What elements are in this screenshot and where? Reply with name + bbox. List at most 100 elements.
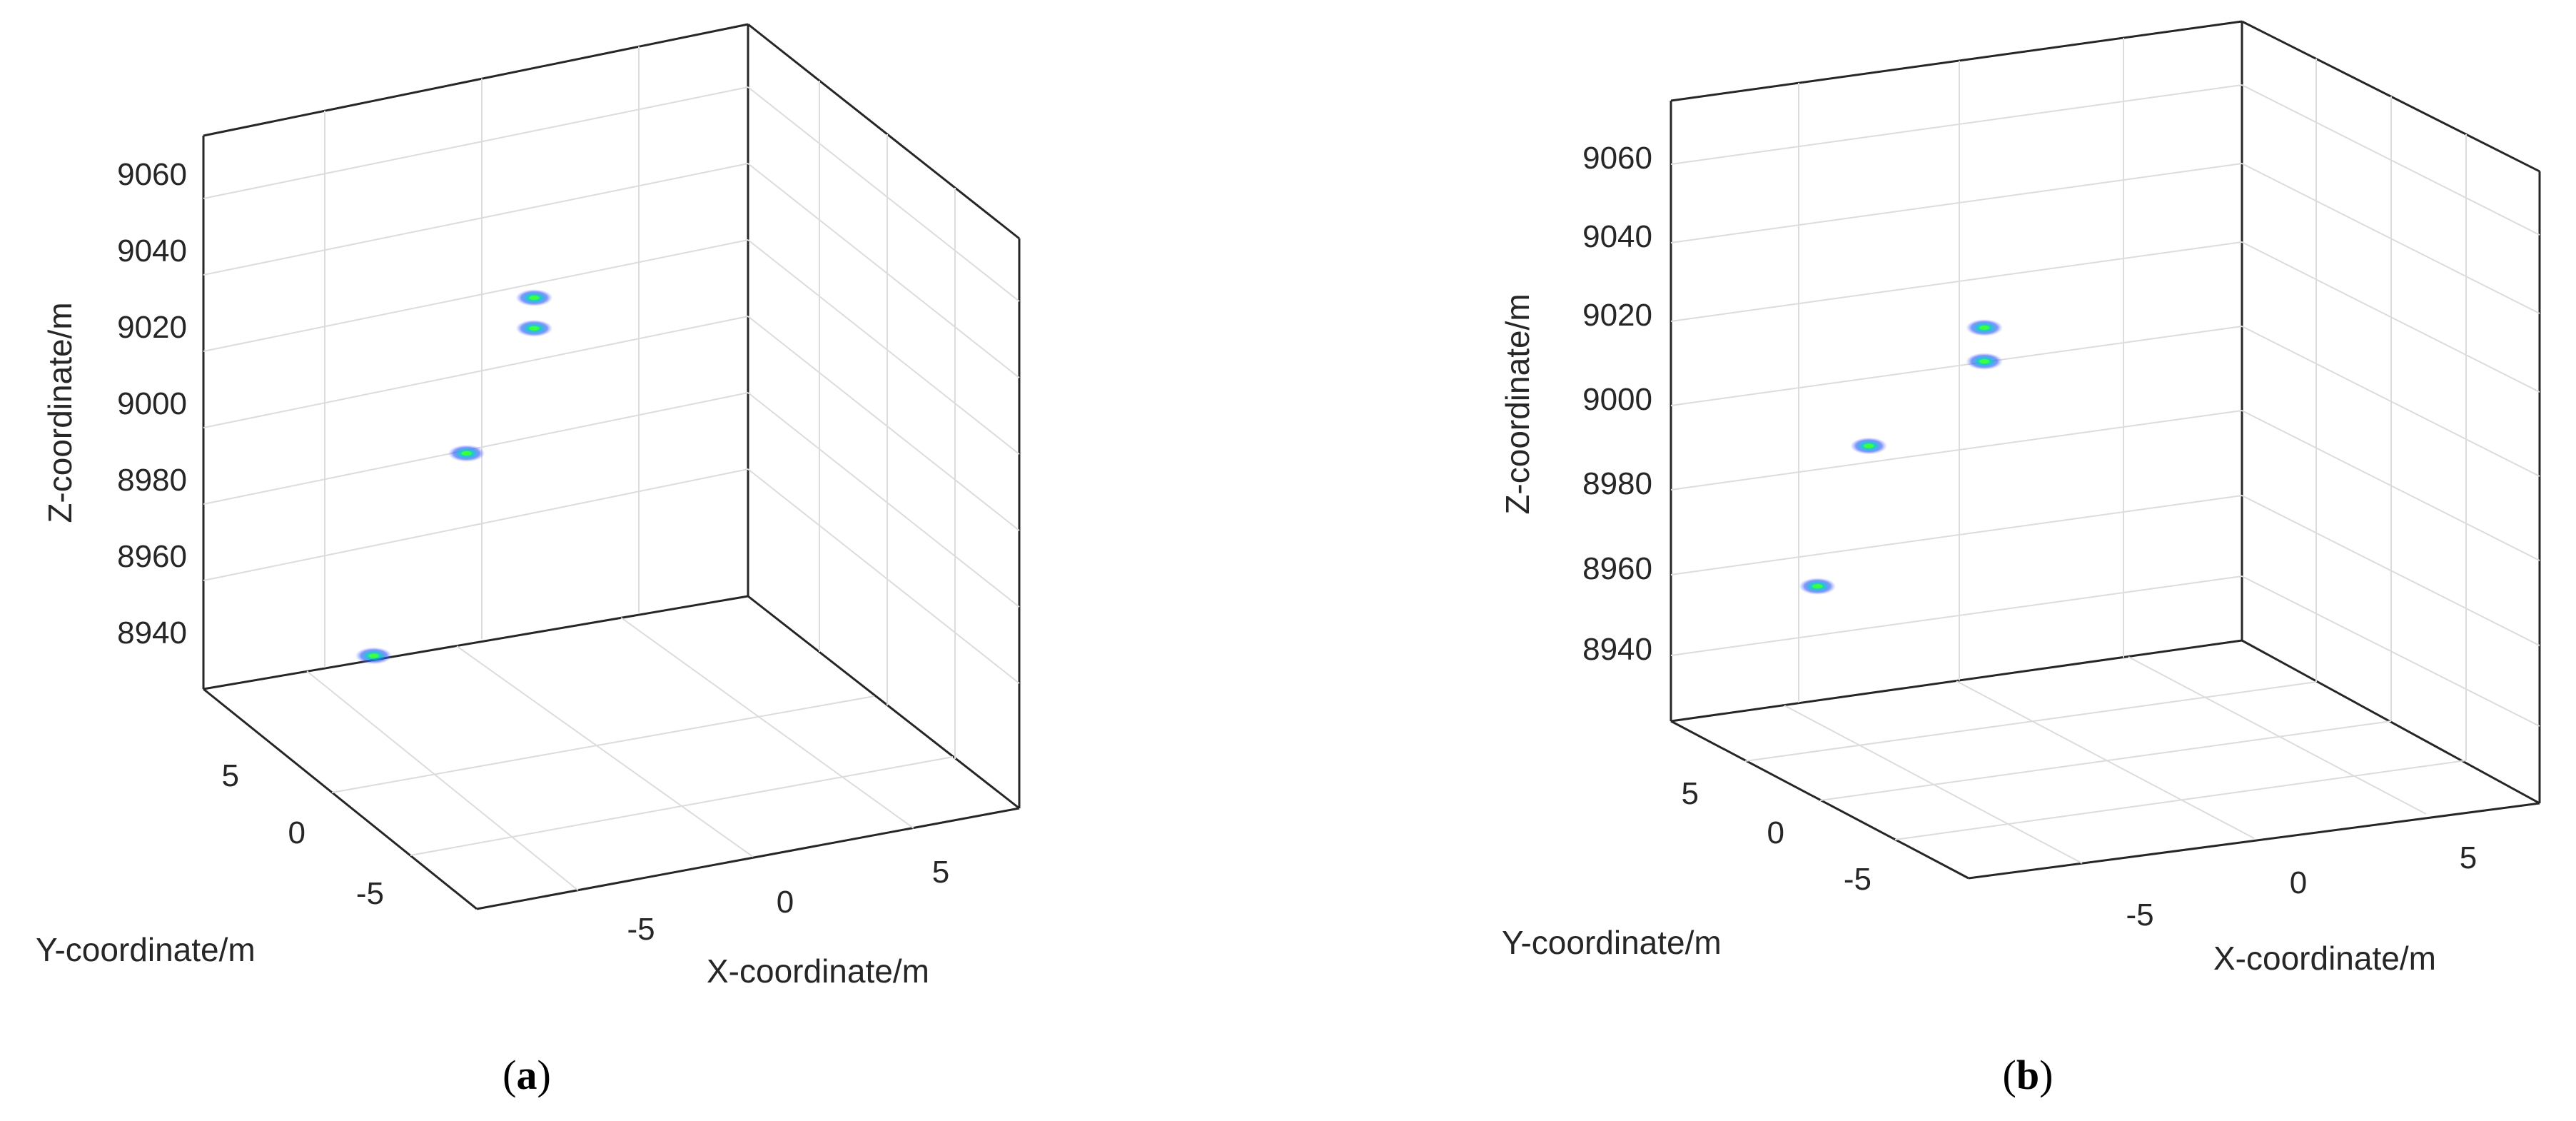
x-tick-label: 5 [2460, 840, 2477, 875]
x-tick-label: -5 [627, 912, 655, 947]
x-tick-labels: -5 0 5 [2126, 840, 2477, 933]
data-point-core [1979, 359, 1990, 364]
x-axis-label: X-coordinate/m [2213, 940, 2436, 977]
gridline [203, 163, 749, 276]
x-tick-label: 5 [932, 855, 949, 890]
z-tick-label: 8960 [1582, 551, 1652, 586]
gridline [747, 468, 1020, 684]
gridline [456, 645, 754, 858]
chart-panel-b: 9060 9040 9020 9000 8980 8960 8940 5 0 -… [1499, 20, 2541, 1098]
gridline [203, 86, 749, 199]
floor-left-edge [203, 688, 478, 910]
y-tick-label: 5 [1682, 776, 1699, 811]
y-tick-labels: 5 0 -5 [1682, 776, 1872, 897]
gridline [1819, 720, 2392, 801]
axes-box [202, 23, 1021, 910]
y-axis-label: Y-coordinate/m [36, 931, 256, 968]
chart-panel-a: 9060 9040 9020 9000 8980 8960 8940 5 0 -… [36, 23, 1021, 1098]
caption-letter: a [517, 1052, 537, 1098]
floor-back-edge [203, 595, 749, 690]
grid [203, 46, 1020, 891]
gridline [1744, 681, 2317, 762]
z-tick-label: 8960 [117, 539, 187, 574]
gridline [1670, 163, 2243, 243]
grid [1670, 38, 2540, 864]
z-tick-label: 8940 [1582, 632, 1652, 667]
caption-open-paren: ( [502, 1052, 516, 1098]
data-point-core [368, 653, 379, 658]
gridline [747, 86, 1020, 302]
gridline [331, 695, 875, 793]
gridline [1670, 495, 2243, 575]
gridline [747, 163, 1020, 378]
gridline [747, 316, 1020, 531]
caption-close-paren: ) [2039, 1052, 2053, 1098]
z-tick-label: 9020 [117, 310, 187, 345]
caption-close-paren: ) [537, 1052, 551, 1098]
top-back-edge [1670, 20, 2243, 102]
gridline [1784, 705, 2083, 864]
z-tick-label: 9000 [1582, 382, 1652, 417]
floor-left-edge [1670, 720, 1969, 880]
y-tick-labels: 5 0 -5 [222, 758, 384, 911]
z-tick-label: 9060 [117, 157, 187, 192]
gridline [1670, 326, 2243, 406]
gridline [306, 670, 579, 891]
gridline [203, 239, 749, 352]
data-point-core [1979, 325, 1990, 330]
floor-front-edge [1968, 802, 2540, 880]
floor-right-edge [747, 595, 1020, 810]
gridline [747, 392, 1020, 608]
data-point-core [1864, 443, 1874, 448]
y-tick-label: -5 [1844, 862, 1872, 897]
top-right-edge [747, 23, 1020, 240]
gridline [620, 617, 914, 829]
point-cloud [355, 289, 553, 665]
data-point-core [461, 451, 472, 456]
gridline [747, 239, 1020, 455]
gridline [203, 316, 749, 428]
gridline [1956, 680, 2255, 839]
y-tick-label: 0 [1767, 815, 1784, 850]
caption-open-paren: ( [2003, 1052, 2016, 1098]
x-tick-label: -5 [2126, 898, 2153, 933]
top-back-edge [203, 23, 749, 137]
gridline [1670, 84, 2243, 165]
z-tick-label: 9020 [1582, 298, 1652, 333]
data-point-core [529, 296, 540, 300]
z-tick-label: 9040 [117, 233, 187, 268]
y-axis-label: Y-coordinate/m [1502, 924, 1722, 961]
z-tick-label: 9000 [117, 386, 187, 421]
x-tick-label: 0 [2290, 865, 2307, 900]
y-tick-label: -5 [356, 876, 384, 911]
gridline [2128, 656, 2427, 815]
y-tick-label: 0 [288, 815, 305, 850]
gridline [1670, 575, 2243, 656]
x-tick-label: 0 [777, 885, 794, 920]
panel-caption: (a) [502, 1052, 551, 1098]
caption-letter: b [2016, 1052, 2039, 1098]
z-tick-label: 9060 [1582, 141, 1652, 176]
z-tick-label: 9040 [1582, 219, 1652, 254]
gridline [1670, 410, 2243, 491]
z-axis-label: Z-coordinate/m [1499, 293, 1536, 514]
z-tick-labels: 9060 9040 9020 9000 8980 8960 8940 [1582, 141, 1652, 667]
x-axis-label: X-coordinate/m [707, 952, 929, 990]
z-tick-labels: 9060 9040 9020 9000 8980 8960 8940 [117, 157, 187, 650]
gridline [203, 468, 749, 581]
z-axis-label: Z-coordinate/m [41, 302, 79, 523]
data-point-core [1812, 584, 1823, 589]
z-tick-label: 8980 [1582, 466, 1652, 501]
floor-back-edge [1670, 639, 2243, 723]
floor-front-edge [476, 807, 1020, 910]
gridline [1670, 241, 2243, 322]
x-tick-labels: -5 0 5 [627, 855, 949, 947]
point-cloud [1799, 318, 2004, 595]
z-tick-label: 8940 [117, 615, 187, 650]
y-tick-label: 5 [222, 758, 239, 793]
z-tick-label: 8980 [117, 463, 187, 498]
data-point-core [529, 326, 540, 331]
panel-caption: (b) [2003, 1052, 2054, 1098]
axes-box [1670, 20, 2541, 880]
